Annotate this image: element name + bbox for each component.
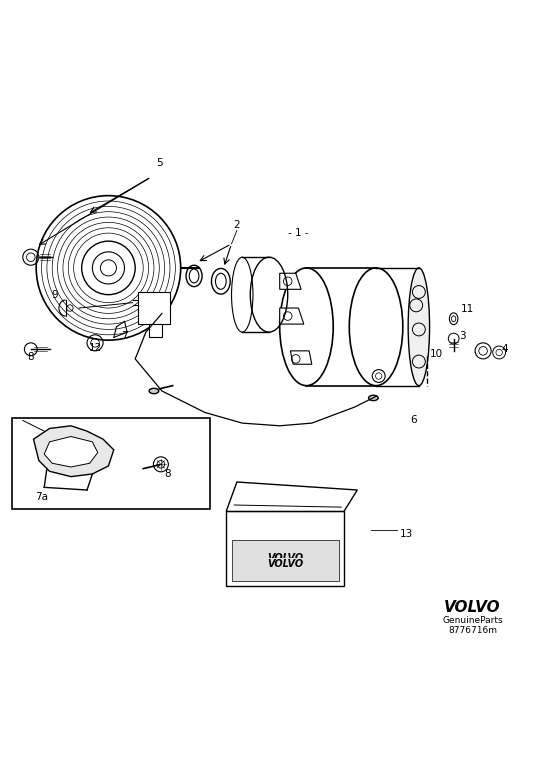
- Text: 7: 7: [121, 331, 128, 340]
- Bar: [148, 324, 162, 338]
- Text: 6: 6: [410, 415, 417, 425]
- Bar: [138, 292, 170, 324]
- Text: 8: 8: [27, 353, 34, 363]
- Text: 4: 4: [502, 344, 508, 354]
- Text: 8: 8: [164, 468, 171, 479]
- Polygon shape: [291, 351, 312, 364]
- Polygon shape: [280, 273, 301, 289]
- Bar: [231, 540, 338, 581]
- Polygon shape: [280, 308, 304, 324]
- Ellipse shape: [369, 395, 378, 400]
- Ellipse shape: [408, 268, 429, 386]
- Bar: [12, 418, 210, 509]
- Text: 2: 2: [233, 220, 240, 230]
- Text: 12: 12: [88, 343, 102, 353]
- Text: 3: 3: [459, 331, 465, 340]
- Text: GenuineParts: GenuineParts: [442, 615, 502, 625]
- Polygon shape: [33, 425, 114, 477]
- Text: - 1 -: - 1 -: [288, 228, 309, 238]
- Polygon shape: [226, 482, 357, 511]
- Text: VOLVO: VOLVO: [267, 559, 303, 569]
- Bar: [226, 511, 344, 586]
- Text: 8776716m: 8776716m: [448, 626, 497, 635]
- Text: 11: 11: [461, 304, 474, 314]
- Text: 9: 9: [52, 290, 58, 300]
- Text: VOLVO: VOLVO: [267, 553, 303, 563]
- Polygon shape: [44, 436, 98, 467]
- Text: 10: 10: [429, 350, 443, 359]
- Text: 5: 5: [156, 158, 162, 168]
- Text: VOLVO: VOLVO: [444, 601, 501, 615]
- Ellipse shape: [149, 389, 159, 393]
- Text: 7a: 7a: [35, 492, 48, 502]
- Text: 13: 13: [400, 529, 413, 539]
- Circle shape: [82, 241, 135, 295]
